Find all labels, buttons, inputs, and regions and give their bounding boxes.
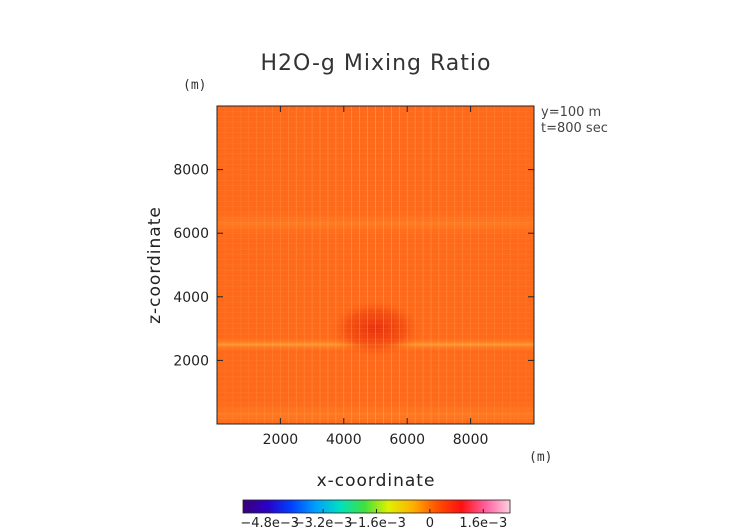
x-tick-label: 4000: [326, 432, 362, 448]
heatmap-texture: [217, 106, 534, 424]
x-axis-unit: (m): [529, 450, 552, 465]
y-axis-label: z-coordinate: [145, 206, 165, 324]
colorbar-tick-label: −4.8e−3: [240, 516, 299, 531]
x-axis-ticks: 2000 4000 6000 8000: [263, 106, 489, 448]
y-tick-label: 2000: [173, 353, 209, 369]
y-axis-ticks: 2000 4000 6000 8000: [173, 163, 534, 369]
x-tick-label: 8000: [453, 432, 489, 448]
colorbar: −4.8e−3−3.2e−3−1.6e−3 0 1.6e−3: [240, 499, 511, 531]
chart-title: H2O-g Mixing Ratio: [261, 51, 492, 76]
colorbar-tick-label: −3.2e−3: [294, 516, 353, 531]
x-tick-label: 6000: [389, 432, 425, 448]
annotation-y-slice: y=100 m: [541, 105, 601, 120]
plot-area: [216, 105, 535, 425]
x-tick-label: 2000: [263, 432, 299, 448]
y-tick-label: 6000: [173, 226, 209, 242]
plot-frame: [216, 105, 535, 425]
annotation-time: t=800 sec: [541, 121, 608, 136]
colorbar-tick-label: 0: [426, 516, 434, 531]
colorbar-tick-label: −1.6e−3: [347, 516, 406, 531]
y-axis-unit: (m): [183, 78, 206, 93]
colorbar-ticks: −4.8e−3−3.2e−3−1.6e−3 0 1.6e−3: [240, 509, 507, 531]
colorbar-tick-label: 1.6e−3: [459, 516, 507, 531]
y-tick-label: 8000: [173, 163, 209, 179]
y-tick-label: 4000: [173, 290, 209, 306]
x-axis-label: x-coordinate: [317, 471, 436, 491]
